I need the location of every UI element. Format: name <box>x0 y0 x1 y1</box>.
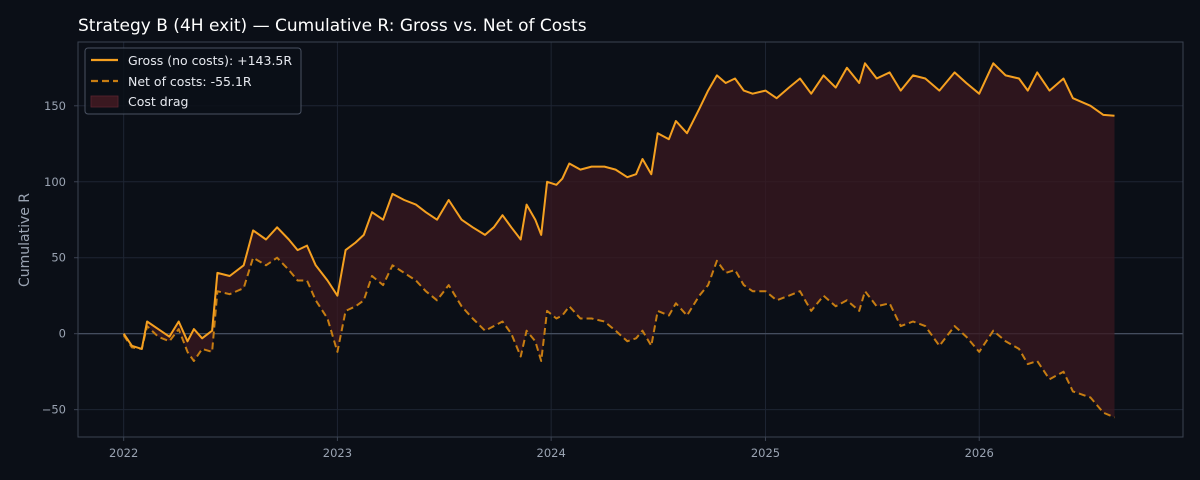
legend-gross-label: Gross (no costs): +143.5R <box>128 53 292 68</box>
y-tick-label-4: 150 <box>44 99 66 113</box>
y-tick-label-3: 100 <box>44 175 66 189</box>
y-tick-label-1: 0 <box>59 327 66 341</box>
x-tick-label-3: 2025 <box>751 446 780 460</box>
legend-cost-drag-label: Cost drag <box>128 94 188 109</box>
net-series-line <box>122 256 1115 419</box>
y-tick-label-0: −50 <box>42 403 66 417</box>
y-axis-label: Cumulative R <box>17 193 33 287</box>
x-tick-label-4: 2026 <box>965 446 994 460</box>
x-tick-label-0: 2022 <box>109 446 138 460</box>
x-tick-label-1: 2023 <box>323 446 352 460</box>
plot-frame <box>77 41 1184 438</box>
chart-title: Strategy B (4H exit) — Cumulative R: Gro… <box>78 16 587 36</box>
legend: Gross (no costs): +143.5R Net of costs: … <box>84 47 302 115</box>
y-tick-label-2: 50 <box>51 251 66 265</box>
legend-net-label: Net of costs: -55.1R <box>128 74 252 89</box>
x-tick-label-2: 2024 <box>537 446 566 460</box>
legend-box <box>84 47 302 115</box>
legend-cost-drag-swatch <box>90 95 119 108</box>
cost-drag-area <box>123 63 1115 418</box>
gross-series-line <box>122 62 1115 350</box>
